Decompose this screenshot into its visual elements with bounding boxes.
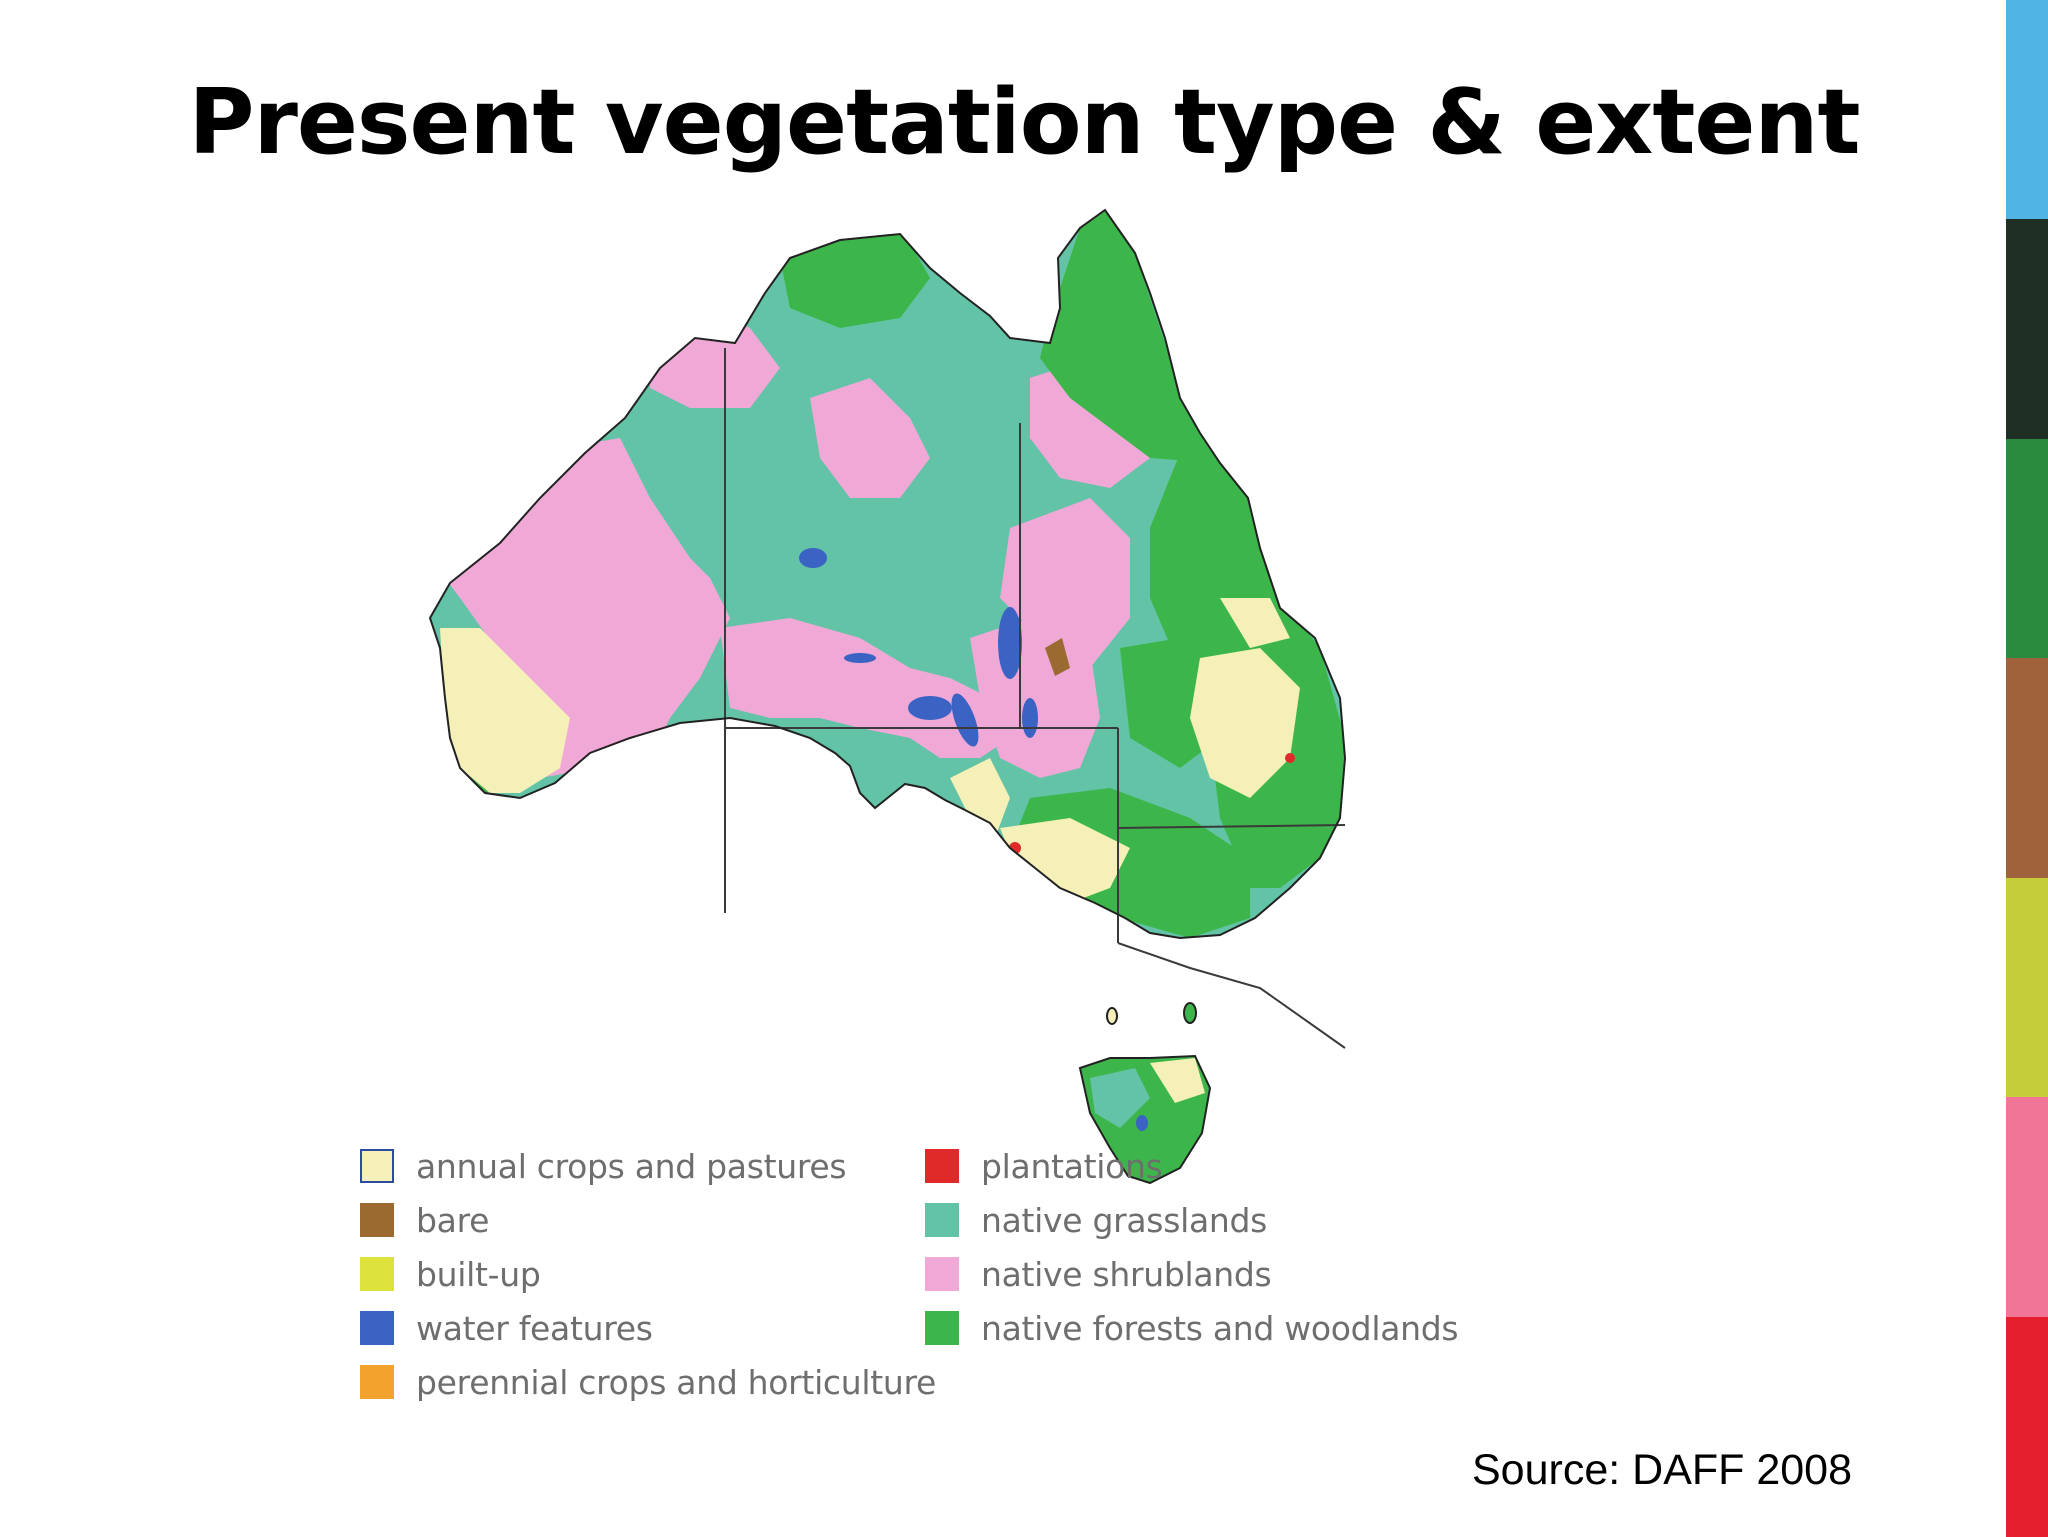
legend-label: perennial crops and horticulture xyxy=(416,1362,937,1402)
legend-item: annual crops and pastures xyxy=(360,1146,847,1186)
crops-sa-gulf xyxy=(950,758,1010,838)
flinders-island xyxy=(1183,1002,1197,1024)
tasmania xyxy=(1079,1055,1211,1184)
accent-bar-segment xyxy=(2006,1097,2048,1318)
legend-label: native grasslands xyxy=(981,1200,1268,1240)
legend-swatch xyxy=(925,1203,959,1237)
legend-item: native forests and woodlands xyxy=(925,1308,1459,1348)
legend-item: built-up xyxy=(360,1254,541,1294)
accent-bar-segment xyxy=(2006,1316,2048,1537)
crops-wa-wheatbelt xyxy=(440,628,570,793)
state-borders xyxy=(724,348,1346,1049)
legend-swatch xyxy=(360,1203,394,1237)
accent-bar-segment xyxy=(2006,0,2048,221)
legend-swatch xyxy=(360,1149,394,1183)
legend-item: perennial crops and horticulture xyxy=(360,1362,936,1402)
shrubland-nt xyxy=(810,378,930,498)
plantation-nsw xyxy=(1285,753,1295,763)
forest-top-end xyxy=(780,234,930,328)
lake-mackay xyxy=(799,548,827,568)
forest-cape-york xyxy=(1040,210,1220,463)
mainland-vegetation xyxy=(430,210,1345,938)
legend-label: plantations xyxy=(981,1146,1163,1186)
vic-nsw-border xyxy=(1117,942,1346,1049)
legend-swatch xyxy=(360,1311,394,1345)
slide-title: Present vegetation type & extent xyxy=(188,70,1860,175)
legend-swatch xyxy=(360,1257,394,1291)
shrubland-nsw-west xyxy=(1000,498,1130,668)
legend-label: annual crops and pastures xyxy=(416,1146,847,1186)
legend-label: bare xyxy=(416,1200,490,1240)
accent-bar-segment xyxy=(2006,438,2048,660)
legend-item: native shrublands xyxy=(925,1254,1272,1294)
legend-swatch xyxy=(925,1149,959,1183)
forest-nsw-inland xyxy=(1120,638,1220,768)
legend-swatch xyxy=(925,1311,959,1345)
legend-item: water features xyxy=(360,1308,653,1348)
legend-label: native forests and woodlands xyxy=(981,1308,1459,1348)
legend-item: bare xyxy=(360,1200,489,1240)
accent-color-bar xyxy=(2006,0,2048,1537)
legend-item: native grasslands xyxy=(925,1200,1267,1240)
lake-torrens xyxy=(951,693,979,747)
legend-label: water features xyxy=(416,1308,653,1348)
legend-swatch xyxy=(360,1365,394,1399)
legend-label: built-up xyxy=(416,1254,541,1294)
legend-label: native shrublands xyxy=(981,1254,1272,1294)
source-citation: Source: DAFF 2008 xyxy=(1472,1446,1853,1494)
legend-swatch xyxy=(925,1257,959,1291)
lake-amadeus xyxy=(844,653,876,663)
lake-gairdner xyxy=(908,696,952,720)
qld-nsw-border xyxy=(1117,824,1346,829)
crops-qld-darling xyxy=(1220,598,1290,648)
accent-bar-segment xyxy=(2006,877,2048,1099)
king-island xyxy=(1106,1007,1118,1025)
accent-bar-segment xyxy=(2006,219,2048,440)
crops-nsw-slopes xyxy=(1190,648,1300,798)
legend-item: plantations xyxy=(925,1146,1163,1186)
shrubland-central xyxy=(720,618,1010,758)
lake-frome xyxy=(1022,698,1038,738)
bare-simpson xyxy=(1045,638,1070,676)
lake-eyre xyxy=(998,607,1022,679)
map-legend: annual crops and pastures bare built-up wat… xyxy=(360,1146,1560,1416)
accent-bar-segment xyxy=(2006,658,2048,879)
australia-vegetation-map xyxy=(429,209,1346,1184)
